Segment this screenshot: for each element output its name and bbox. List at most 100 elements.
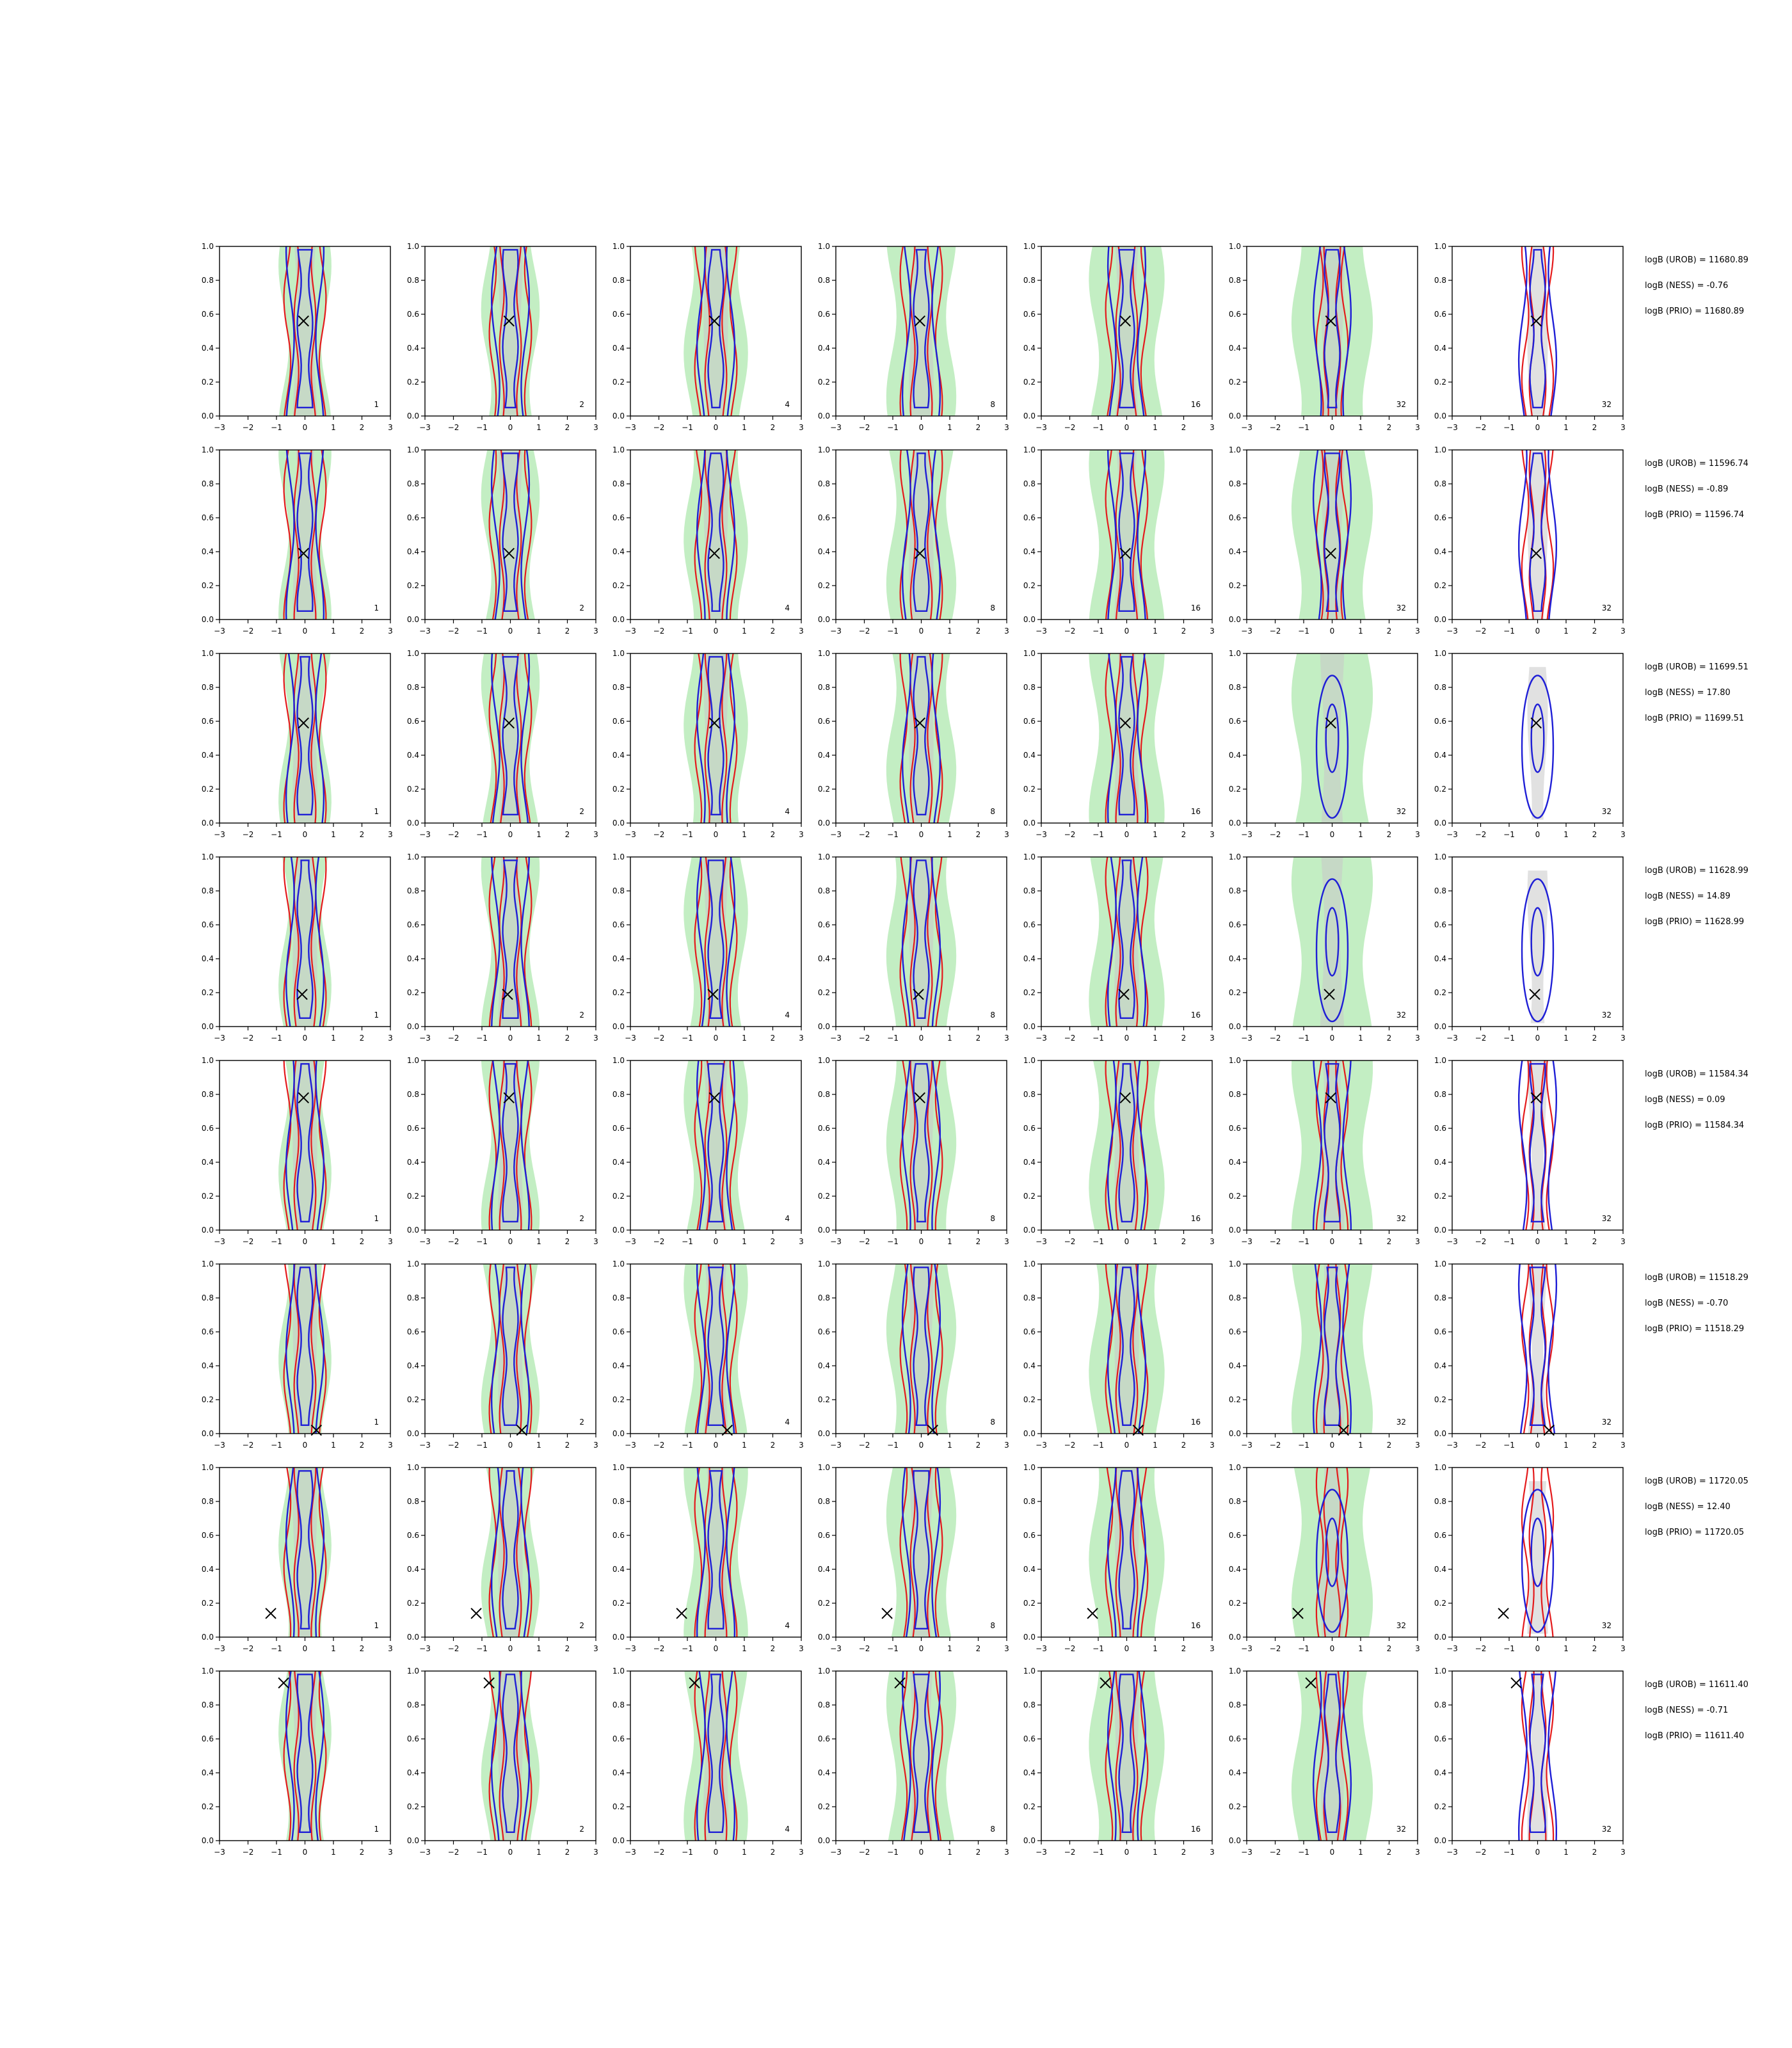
x-tick-label: 0 [508,1034,513,1043]
x-tick-label: 2 [1387,423,1392,432]
red-contour-outer [1105,450,1149,620]
logb-annotation: logB (PRIO) = 11680.89 [1645,307,1744,316]
x-tick-label: 0 [1124,1034,1130,1043]
x-tick-label: 1 [1564,1644,1569,1653]
x-tick-label: −1 [271,627,282,636]
blue-contour-outer [901,246,941,416]
subplot-r4-c2: −3 −2 −1 0 1 2 3 0.0 0.2 0.4 0.6 0.8 1.0 4 [612,1056,804,1246]
y-tick-label: 1.0 [1229,1260,1241,1268]
y-tick-label: 0.0 [818,615,830,624]
blue-contour-inner [1324,1063,1341,1222]
y-tick-label: 0.6 [612,1124,625,1133]
truth-marker [503,547,515,559]
y-tick-label: 0.4 [612,547,625,556]
x-tick-label: 1 [1153,1848,1158,1857]
y-tick-label: 0.0 [1229,1633,1241,1642]
x-tick-label: −3 [1036,1441,1047,1450]
y-tick-label: 0.4 [1229,1565,1241,1574]
red-contour-outer [1315,1264,1349,1434]
column-label: 2 [579,807,584,816]
x-tick-label: −2 [859,1034,870,1043]
subplot-r0-c1: −3 −2 −1 0 1 2 3 0.0 0.2 0.4 0.6 0.8 1.0 2 [407,242,598,432]
x-tick-label: −2 [1064,1237,1076,1246]
blue-contour-inner [502,860,519,1019]
y-tick-label: 0.2 [202,785,214,794]
logb-annotation: logB (PRIO) = 11596.74 [1645,510,1744,520]
y-tick-label: 0.4 [1434,1565,1446,1574]
x-tick-label: −1 [1503,1441,1515,1450]
subplot-r4-c0: −3 −2 −1 0 1 2 3 0.0 0.2 0.4 0.6 0.8 1.0 1 [202,1056,393,1246]
y-tick-label: 0.0 [818,1226,830,1235]
x-tick-label: 1 [536,1441,541,1450]
y-tick-label: 0.8 [1434,276,1446,285]
subplot-r1-c4: −3 −2 −1 0 1 2 3 0.0 0.2 0.4 0.6 0.8 1.0 16 [1023,445,1215,636]
red-contour-outer [694,1264,738,1434]
x-tick-label: 1 [331,1237,336,1246]
red-contour-outer [488,653,532,823]
y-tick-label: 0.4 [1023,751,1036,760]
y-tick-label: 0.2 [612,581,625,590]
x-tick-label: −2 [859,1644,870,1653]
y-tick-label: 0.2 [202,1395,214,1404]
y-tick-label: 0.6 [1434,1734,1446,1743]
y-tick-label: 1.0 [1434,852,1446,861]
x-tick-label: 3 [1415,423,1420,432]
logb-annotation: logB (NESS) = 12.40 [1645,1502,1731,1512]
x-tick-label: −2 [448,1034,460,1043]
density-fill-grey [498,1468,523,1637]
x-tick-label: 1 [1153,423,1158,432]
blue-contour-outer [696,1468,736,1637]
x-tick-label: 0 [303,1441,308,1450]
blue-contour-outer [1521,675,1555,819]
x-tick-label: 2 [1181,1848,1187,1857]
red-contour-outer [694,653,738,823]
x-tick-label: 0 [1535,1034,1540,1043]
y-tick-label: 0.0 [612,1633,625,1642]
y-tick-label: 0.6 [1229,310,1241,319]
x-tick-label: −3 [625,1848,636,1857]
blue-contour-outer [490,653,531,823]
logb-annotation: logB (PRIO) = 11720.05 [1645,1528,1744,1537]
y-tick-label: 0.2 [202,378,214,387]
y-tick-label: 0.2 [407,581,419,590]
blue-contour-outer [285,653,325,823]
blue-contour-outer [490,1264,531,1434]
truth-marker [503,1092,515,1104]
column-label: 4 [785,1418,790,1427]
x-tick-label: −2 [243,830,254,839]
y-tick-label: 0.2 [1434,378,1446,387]
x-tick-label: 0 [1535,830,1540,839]
x-tick-label: −2 [448,1644,460,1653]
density-fill-grey [1527,246,1548,416]
x-tick-label: 1 [947,1237,952,1246]
x-tick-label: −2 [653,1848,665,1857]
x-tick-label: −3 [1241,830,1252,839]
truth-marker [721,1424,733,1436]
y-tick-label: 0.0 [407,1633,419,1642]
x-tick-label: 2 [360,627,365,636]
red-contour-inner [704,1671,728,1841]
x-tick-label: −1 [1092,1237,1104,1246]
red-contour-inner [704,857,728,1027]
subplot-r4-c3: −3 −2 −1 0 1 2 3 0.0 0.2 0.4 0.6 0.8 1.0 8 [818,1056,1009,1246]
x-tick-label: −3 [625,1644,636,1653]
x-tick-label: 0 [919,423,924,432]
y-tick-label: 0.8 [407,1293,419,1302]
y-tick-label: 0.2 [407,1395,419,1404]
blue-contour-inner [707,1063,724,1222]
y-tick-label: 0.2 [202,581,214,590]
x-tick-label: 3 [1620,830,1626,839]
truth-marker [1530,315,1542,327]
truth-marker [1530,1092,1542,1104]
y-tick-label: 0.4 [612,751,625,760]
column-label: 4 [785,1825,790,1834]
subplot-r2-c6: −3 −2 −1 0 1 2 3 0.0 0.2 0.4 0.6 0.8 1.0 32 [1434,649,1626,839]
x-tick-label: 2 [771,1441,776,1450]
subplot-r2-c5: −3 −2 −1 0 1 2 3 0.0 0.2 0.4 0.6 0.8 1.0 32 [1229,649,1420,839]
blue-contour-inner [502,1267,519,1426]
logb-annotation: logB (PRIO) = 11611.40 [1645,1731,1744,1741]
truth-marker [1498,1608,1509,1619]
x-tick-label: 1 [1564,1237,1569,1246]
x-tick-label: −1 [476,423,488,432]
y-tick-label: 0.2 [1229,1599,1241,1608]
